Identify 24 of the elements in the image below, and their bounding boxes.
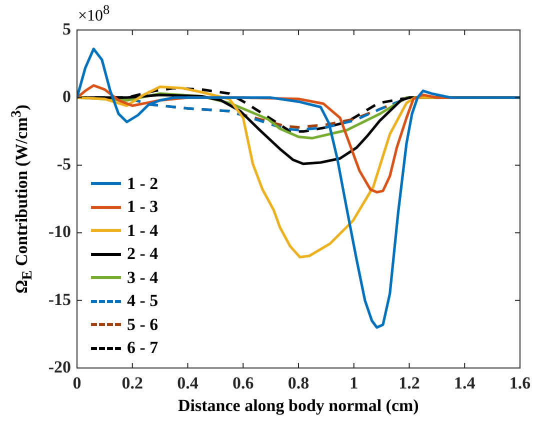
text: ×10$^{8}$ bbox=[78, 2, 110, 26]
x-tick-label: 0.4 bbox=[177, 374, 199, 393]
legend-label: 6 - 7 bbox=[127, 338, 158, 358]
x-tick-label: 0.6 bbox=[232, 374, 254, 393]
x-tick-label: 1.4 bbox=[454, 374, 476, 393]
x-tick-label: 0.8 bbox=[288, 374, 310, 393]
x-axis-title: Distance along body normal (cm) bbox=[178, 396, 419, 416]
x-tick-label: 1.2 bbox=[398, 374, 420, 393]
legend-label: 1 - 3 bbox=[127, 197, 158, 218]
y-tick-label: -10 bbox=[48, 222, 71, 242]
legend-label: 1 - 2 bbox=[127, 174, 158, 194]
y-tick-label: 5 bbox=[62, 19, 71, 38]
x-tick-label: 1 bbox=[350, 374, 358, 393]
y-tick-label: -20 bbox=[48, 357, 71, 376]
y-tick-label: 0 bbox=[62, 86, 71, 106]
legend-label: 1 - 4 bbox=[127, 220, 158, 241]
x-tick-label: 0.2 bbox=[122, 374, 143, 393]
legend-label: 2 - 4 bbox=[127, 244, 158, 264]
y-tick-label: -15 bbox=[48, 290, 71, 309]
legend-label: 4 - 5 bbox=[127, 291, 158, 312]
legend-label: 3 - 4 bbox=[127, 268, 158, 288]
y-tick-label: -5 bbox=[56, 154, 71, 174]
x-tick-label: 1.6 bbox=[509, 374, 531, 393]
legend-label: 5 - 6 bbox=[127, 314, 158, 335]
